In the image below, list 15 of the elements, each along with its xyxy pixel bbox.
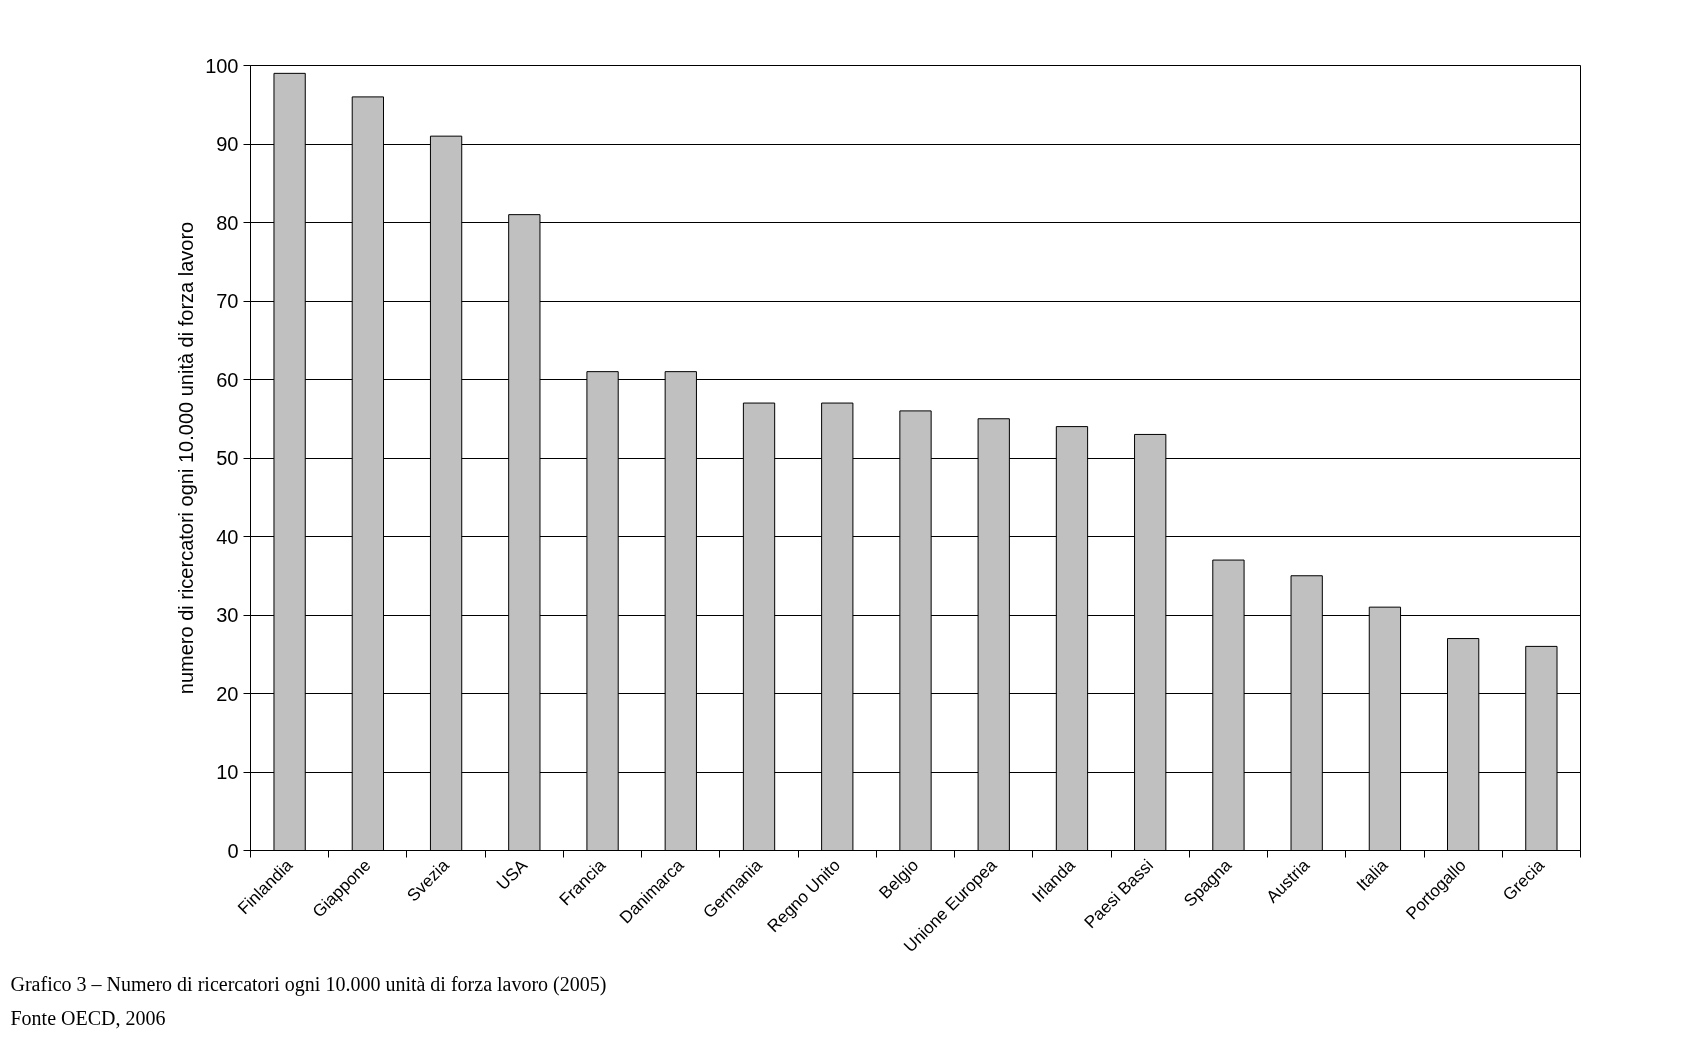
y-tick-label: 30 <box>216 604 239 626</box>
x-tick-label: USA <box>492 855 532 894</box>
source-note: Fonte OECD, 2006 <box>10 1006 166 1029</box>
y-tick-label: 10 <box>216 761 239 783</box>
y-tick-label: 70 <box>216 290 239 312</box>
y-tick-label: 0 <box>227 839 239 862</box>
y-tick-label: 80 <box>216 211 239 234</box>
text: Grafico 3 – Numero di ricercatori ogni 10.000 unità di forza lavoro (2005) <box>10 972 607 996</box>
y-axis-title: numero di ricercatori ogni 10.000 unità di forza lavoro <box>175 221 198 695</box>
y-tick-label: 20 <box>216 682 239 705</box>
y-tick-label: 100 <box>205 54 239 77</box>
y-tick-label: 40 <box>216 525 239 548</box>
y-tick-label: 50 <box>216 447 239 469</box>
y-tick-label: 90 <box>216 133 239 155</box>
y-tick-label: 60 <box>216 368 239 391</box>
